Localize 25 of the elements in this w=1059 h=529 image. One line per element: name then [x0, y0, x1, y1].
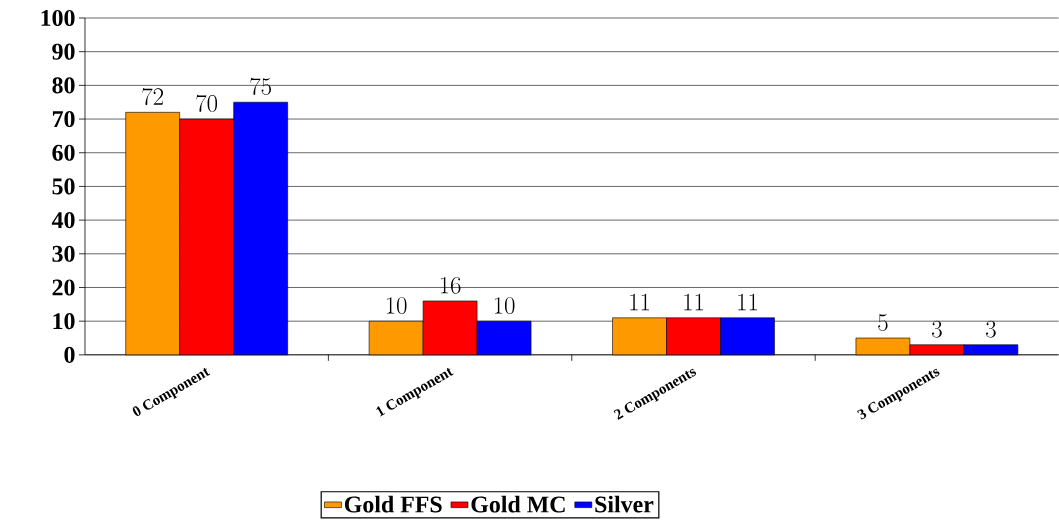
data-label: 10: [494, 297, 515, 315]
y-tick-label: 10: [53, 313, 75, 330]
data-label: 72: [142, 88, 164, 106]
data-label: 3: [986, 320, 996, 338]
y-tick-label: 70: [52, 111, 75, 128]
data-label: 70: [196, 94, 218, 112]
y-tick-label: 50: [52, 178, 75, 195]
data-label: 11: [630, 293, 650, 311]
legend-label: Silver: [595, 495, 654, 513]
legend-label: Gold MC: [471, 495, 565, 513]
legend-label: Gold FFS: [344, 495, 442, 513]
data-label: 11: [738, 293, 757, 311]
y-tick-label: 20: [52, 279, 75, 296]
data-label: 11: [684, 293, 703, 311]
data-label: 3: [932, 320, 942, 338]
y-tick-label: 40: [51, 212, 75, 229]
y-tick-label: 30: [52, 245, 75, 262]
y-tick-label: 100: [41, 10, 75, 27]
data-label: 5: [878, 314, 888, 331]
data-label: 10: [386, 297, 407, 315]
y-tick-label: 80: [52, 77, 75, 94]
y-tick-label: 60: [52, 144, 75, 161]
y-tick-label: 0: [64, 346, 75, 364]
y-tick-label: 90: [52, 43, 75, 60]
data-label: 75: [250, 77, 271, 96]
